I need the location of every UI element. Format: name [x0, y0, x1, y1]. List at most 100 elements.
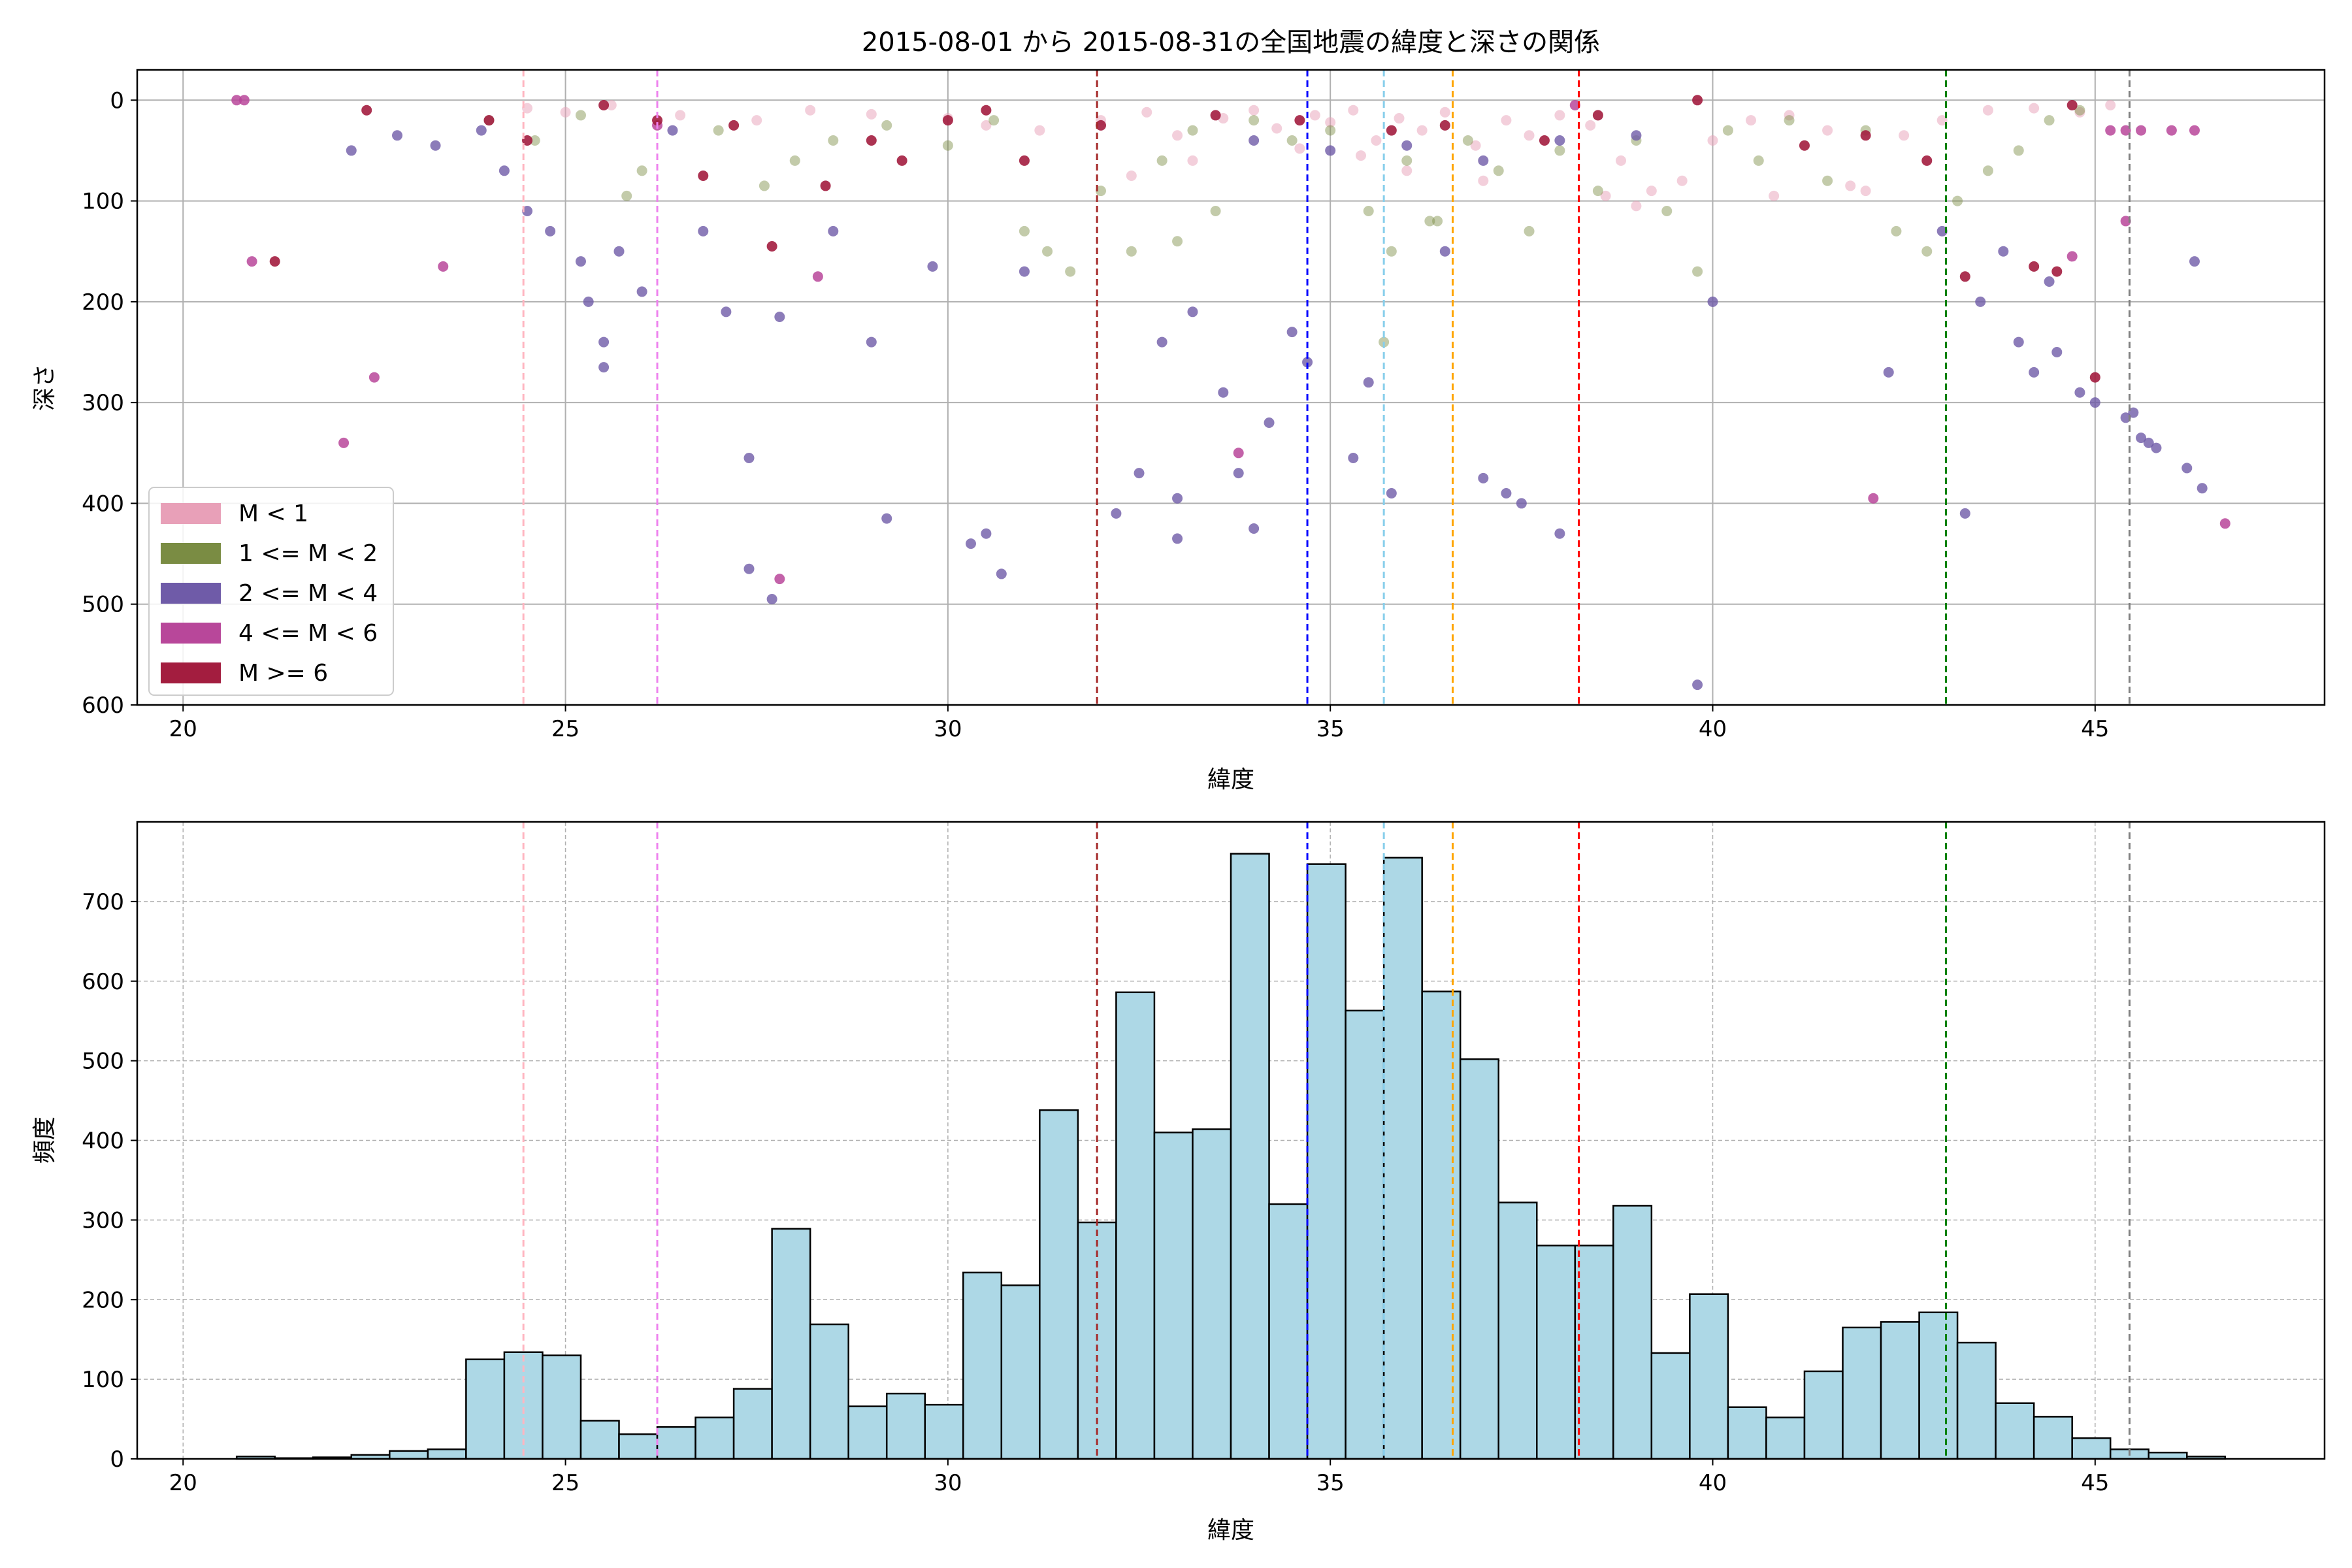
scatter-point — [981, 120, 992, 131]
legend-swatch — [161, 503, 221, 524]
histogram-x-tick-label: 35 — [1316, 1470, 1345, 1496]
scatter-point — [1348, 105, 1359, 116]
scatter-point — [828, 225, 839, 237]
scatter-point — [1746, 115, 1757, 126]
scatter-point — [965, 538, 976, 549]
histogram-bar — [1727, 1406, 1767, 1460]
scatter-y-tick-label: 400 — [82, 491, 124, 517]
histogram-bar — [694, 1416, 735, 1460]
scatter-point — [1172, 236, 1183, 247]
scatter-point — [392, 130, 403, 141]
histogram-bar — [1459, 1058, 1499, 1460]
scatter-point — [1394, 113, 1405, 124]
scatter-point — [361, 105, 372, 116]
scatter-point — [1921, 155, 1933, 166]
scatter-point — [583, 296, 594, 307]
scatter-point — [545, 225, 556, 237]
scatter-point — [476, 125, 487, 136]
scatter-point — [621, 190, 632, 201]
scatter-point — [1233, 448, 1244, 459]
scatter-point — [2136, 125, 2147, 136]
scatter-y-tick-label: 200 — [82, 289, 124, 316]
scatter-point — [1386, 125, 1397, 136]
scatter-point — [613, 246, 625, 257]
scatter-point — [636, 286, 647, 297]
scatter-point — [1692, 679, 1703, 691]
scatter-point — [1524, 225, 1535, 237]
scatter-point — [2044, 276, 2055, 287]
scatter-x-tick-label: 20 — [169, 716, 197, 742]
scatter-y-tick-label: 100 — [82, 189, 124, 215]
scatter-point — [1111, 508, 1122, 519]
scatter-y-ticks: 0 100 200 300 400 500 600 — [82, 88, 137, 719]
histogram-x-ticks: 20 25 30 35 40 45 — [169, 1459, 2109, 1496]
scatter-point — [1424, 216, 1435, 227]
scatter-point — [1959, 271, 1970, 282]
scatter-point — [598, 336, 610, 348]
scatter-point — [881, 120, 892, 131]
scatter-point — [1676, 175, 1688, 186]
scatter-point — [743, 563, 755, 574]
scatter-point — [1386, 488, 1397, 498]
scatter-point — [698, 225, 709, 237]
histogram-panel: 20 25 30 35 40 45 0 100 200 300 400 500 600 700 緯度 頻… — [31, 821, 2326, 1544]
scatter-point — [1692, 95, 1703, 106]
histogram-bar — [2033, 1416, 2073, 1460]
scatter-point — [1249, 523, 1260, 534]
scatter-point — [721, 306, 732, 318]
scatter-gridlines — [137, 70, 2325, 706]
scatter-point — [575, 256, 586, 267]
histogram-bar — [1650, 1352, 1691, 1460]
legend-label: 1 <= M < 2 — [238, 540, 378, 567]
scatter-point — [1936, 225, 1948, 237]
scatter-point — [1554, 135, 1565, 146]
scatter-point — [1019, 155, 1030, 166]
scatter-point — [1302, 357, 1313, 368]
scatter-point — [1187, 155, 1198, 166]
scatter-point — [1439, 120, 1450, 131]
histogram-bar — [618, 1433, 659, 1460]
scatter-point — [2136, 433, 2147, 444]
scatter-point — [1210, 206, 1221, 216]
histogram-x-axis-label: 緯度 — [1207, 1517, 1254, 1544]
scatter-point — [1386, 246, 1397, 257]
scatter-point — [698, 171, 709, 181]
scatter-point — [1325, 117, 1336, 128]
scatter-point — [1294, 115, 1305, 126]
scatter-reference-lines — [522, 70, 2131, 705]
scatter-point — [1141, 106, 1152, 118]
scatter-point — [1891, 225, 1902, 237]
scatter-point — [2089, 372, 2100, 383]
scatter-point — [1868, 493, 1879, 504]
histogram-bar — [962, 1271, 1003, 1460]
histogram-bar — [656, 1426, 696, 1460]
scatter-point — [1156, 155, 1168, 166]
scatter-point — [529, 135, 540, 146]
scatter-point — [1860, 186, 1871, 197]
scatter-point — [1493, 165, 1504, 176]
scatter-point — [866, 336, 877, 348]
scatter-point — [2029, 367, 2040, 378]
scatter-point — [1982, 165, 1993, 176]
scatter-point — [1539, 135, 1550, 146]
scatter-point — [483, 115, 495, 126]
scatter-y-tick-label: 300 — [82, 390, 124, 416]
scatter-point — [1936, 115, 1948, 126]
histogram-bar — [1842, 1326, 1882, 1460]
scatter-point — [1249, 115, 1260, 126]
histogram-bar — [1918, 1311, 1959, 1460]
scatter-point — [896, 155, 907, 166]
scatter-series — [231, 95, 2230, 585]
scatter-point — [766, 241, 777, 252]
scatter-point — [522, 135, 533, 146]
scatter-point — [1554, 528, 1565, 539]
scatter-point — [1921, 246, 1933, 257]
histogram-x-tick-label: 20 — [169, 1470, 197, 1496]
scatter-point — [1554, 145, 1565, 156]
scatter-point — [652, 115, 663, 126]
scatter-point — [1600, 190, 1611, 201]
histogram-bar — [732, 1388, 773, 1460]
histogram-bar — [1000, 1284, 1041, 1460]
scatter-point — [1784, 115, 1795, 126]
histogram-y-tick-label: 500 — [82, 1049, 124, 1075]
